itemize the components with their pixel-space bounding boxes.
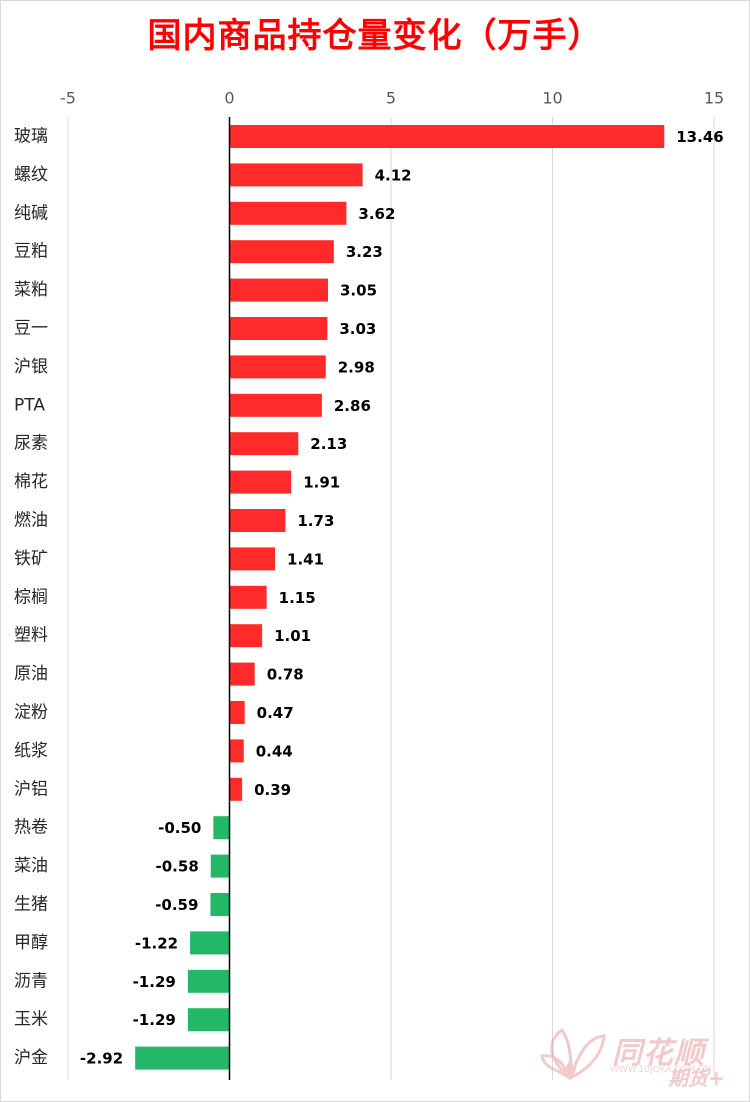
watermark-brand: 同花顺 bbox=[612, 1036, 705, 1071]
bars bbox=[135, 125, 665, 1070]
category-label: 纯碱 bbox=[14, 203, 48, 223]
value-label: 1.73 bbox=[297, 512, 334, 530]
value-label: 0.39 bbox=[254, 781, 291, 799]
category-label: 甲醇 bbox=[14, 933, 48, 953]
category-label: 菜油 bbox=[14, 856, 48, 876]
value-label: 1.91 bbox=[303, 474, 340, 492]
category-label: 豆一 bbox=[14, 319, 48, 339]
category-label: 热卷 bbox=[14, 818, 48, 838]
chart-title: 国内商品持仓量变化（万手） bbox=[147, 16, 603, 56]
value-label: -0.59 bbox=[155, 896, 198, 914]
value-label: 2.98 bbox=[338, 358, 375, 376]
x-tick-label: -5 bbox=[60, 89, 76, 108]
x-tick-label: 15 bbox=[704, 89, 724, 108]
category-label: 沪金 bbox=[14, 1048, 48, 1068]
bar bbox=[229, 470, 292, 494]
value-label: 3.03 bbox=[339, 320, 376, 338]
value-label: -2.92 bbox=[80, 1050, 123, 1068]
bar bbox=[190, 931, 230, 955]
bar bbox=[229, 240, 334, 264]
value-label: 3.62 bbox=[358, 205, 395, 223]
value-label: 0.78 bbox=[267, 666, 304, 684]
category-label: 原油 bbox=[14, 664, 48, 684]
bar bbox=[229, 278, 329, 302]
flower-logo-icon bbox=[540, 1027, 606, 1081]
category-label: 铁矿 bbox=[14, 549, 48, 569]
value-label: 4.12 bbox=[375, 166, 412, 184]
bar bbox=[229, 432, 299, 456]
bar bbox=[229, 393, 322, 417]
category-label: 塑料 bbox=[14, 626, 48, 646]
value-label: -1.22 bbox=[135, 934, 178, 952]
bar bbox=[229, 585, 267, 609]
x-tick-label: 5 bbox=[386, 89, 396, 108]
watermark-sub: 期货+ bbox=[668, 1066, 725, 1090]
value-label: 2.13 bbox=[310, 435, 347, 453]
x-tick-label: 10 bbox=[542, 89, 562, 108]
category-label: 菜粕 bbox=[14, 280, 48, 300]
bar bbox=[229, 201, 347, 225]
value-label: 1.15 bbox=[279, 589, 316, 607]
labels: -5 0 5 10 15 玻璃 13.46 螺纹 4.12 纯碱 3.62 豆粕 3.23 菜粕 3.05 豆… bbox=[14, 89, 724, 1069]
bar bbox=[229, 662, 255, 686]
gridlines bbox=[67, 117, 715, 1080]
category-label: 玻璃 bbox=[14, 127, 48, 147]
value-label: 0.44 bbox=[256, 742, 293, 760]
category-label: 玉米 bbox=[14, 1010, 48, 1030]
bar bbox=[229, 317, 328, 340]
watermark: 同花顺 WWW.10JQKA.COM.CN 期货+ bbox=[540, 1022, 740, 1092]
category-label: 纸浆 bbox=[14, 741, 48, 761]
watermark-site: WWW.10JQKA.COM.CN bbox=[610, 1065, 712, 1075]
bar bbox=[229, 125, 665, 148]
value-label: 0.47 bbox=[257, 704, 294, 722]
bar bbox=[229, 547, 276, 571]
category-label: 豆粕 bbox=[14, 242, 48, 262]
category-label: 沥青 bbox=[14, 971, 48, 991]
bar bbox=[135, 1046, 230, 1070]
value-label: -0.58 bbox=[156, 858, 199, 876]
value-label: 1.41 bbox=[287, 550, 324, 568]
bar bbox=[229, 739, 244, 763]
bar bbox=[229, 355, 326, 379]
value-label: -1.29 bbox=[133, 973, 176, 991]
category-label: 尿素 bbox=[14, 434, 48, 454]
category-label: PTA bbox=[14, 395, 45, 415]
value-label: 13.46 bbox=[676, 128, 723, 146]
value-label: -1.29 bbox=[133, 1011, 176, 1029]
category-label: 淀粉 bbox=[14, 703, 48, 723]
category-label: 棉花 bbox=[14, 472, 48, 492]
x-tick-label: 0 bbox=[224, 89, 234, 108]
value-label: -0.50 bbox=[158, 819, 201, 837]
category-label: 燃油 bbox=[14, 511, 48, 531]
category-label: 生猪 bbox=[14, 895, 48, 915]
bar bbox=[187, 1008, 230, 1032]
category-label: 棕榈 bbox=[14, 587, 48, 607]
bar bbox=[229, 701, 245, 724]
bar bbox=[210, 893, 230, 916]
bar bbox=[210, 854, 230, 878]
bar bbox=[229, 163, 363, 187]
bar bbox=[229, 509, 286, 532]
bar bbox=[229, 777, 243, 801]
value-label: 3.23 bbox=[346, 243, 383, 261]
value-label: 1.01 bbox=[274, 627, 311, 645]
bar bbox=[213, 816, 230, 840]
value-label: 3.05 bbox=[340, 282, 377, 300]
category-label: 沪银 bbox=[14, 357, 48, 377]
bar bbox=[229, 624, 263, 648]
category-label: 螺纹 bbox=[14, 165, 48, 185]
value-label: 2.86 bbox=[334, 397, 371, 415]
bar bbox=[187, 969, 230, 993]
category-label: 沪铝 bbox=[14, 779, 48, 799]
